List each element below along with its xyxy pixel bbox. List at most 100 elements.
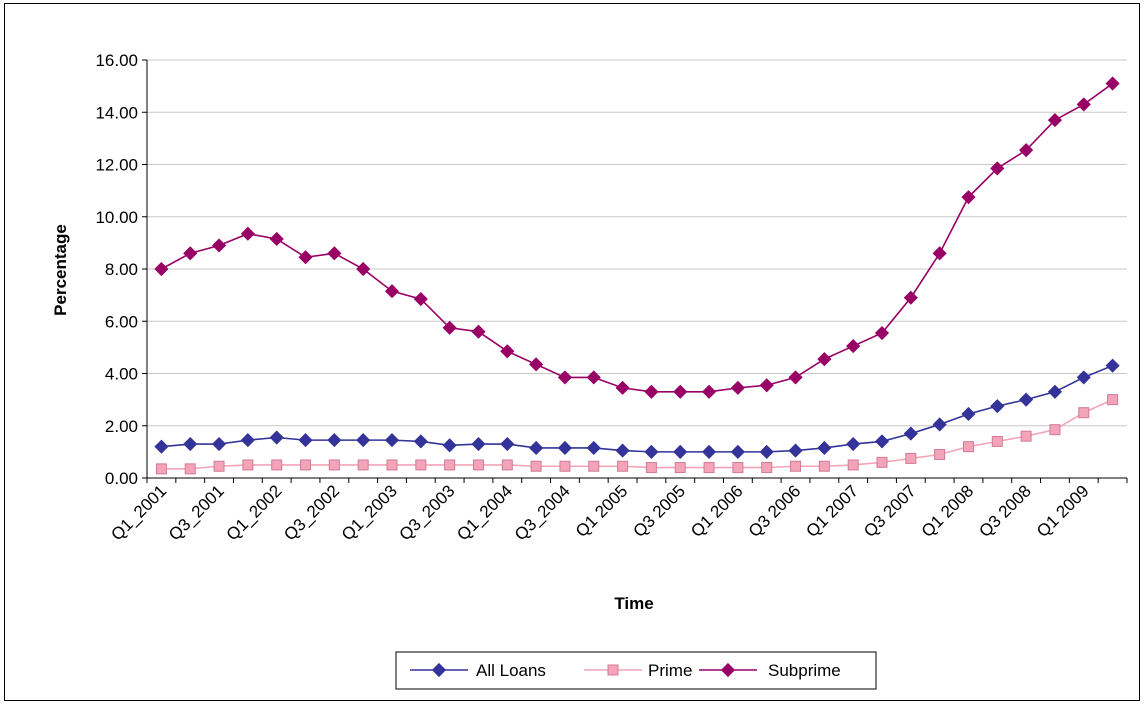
- legend-marker: [720, 662, 736, 678]
- data-point: [846, 339, 861, 354]
- x-tick-label: Q3 2006: [745, 481, 805, 541]
- data-point: [557, 370, 573, 385]
- x-tick-label: Q3 2008: [975, 481, 1035, 541]
- x-tick-label: Q3_2001: [165, 481, 228, 544]
- data-point: [991, 435, 1003, 447]
- data-point: [644, 384, 659, 399]
- data-point: [846, 436, 861, 452]
- data-point: [732, 462, 744, 474]
- x-tick-label: Q1 2005: [572, 481, 632, 541]
- data-point: [645, 462, 657, 474]
- data-point: [413, 291, 428, 307]
- x-tick-label: Q1 2008: [918, 481, 978, 541]
- data-point: [213, 460, 225, 472]
- x-tick-label: Q3_2004: [511, 481, 574, 544]
- data-point: [530, 460, 542, 472]
- data-point: [356, 261, 371, 277]
- data-point: [328, 459, 340, 471]
- data-point: [357, 459, 369, 471]
- data-point: [701, 444, 717, 459]
- data-point: [184, 463, 196, 475]
- data-point: [154, 261, 169, 277]
- data-point: [269, 231, 284, 247]
- x-tick-label: Q3_2003: [396, 481, 459, 544]
- series-subprime: [154, 76, 1120, 399]
- data-point: [788, 370, 803, 385]
- x-axis-title: Time: [614, 594, 653, 613]
- data-point: [240, 226, 255, 241]
- data-point: [327, 246, 342, 261]
- data-point: [559, 460, 571, 472]
- data-point: [644, 444, 659, 459]
- data-point: [529, 357, 544, 372]
- data-point: [1105, 358, 1120, 373]
- data-point: [847, 459, 859, 471]
- data-point: [759, 444, 774, 459]
- data-point: [472, 459, 484, 471]
- legend-label: Subprime: [768, 661, 841, 680]
- y-tick-label: 14.00: [95, 103, 138, 122]
- data-point: [586, 440, 601, 456]
- data-point: [903, 426, 918, 441]
- data-point: [990, 161, 1005, 176]
- data-point: [674, 462, 686, 474]
- y-tick-label: 10.00: [95, 208, 138, 227]
- data-point: [415, 459, 427, 471]
- legend-item: All Loans: [410, 661, 546, 680]
- data-point: [961, 406, 976, 422]
- data-point: [327, 433, 342, 448]
- data-point: [903, 290, 918, 305]
- data-point: [817, 352, 832, 367]
- data-point: [471, 436, 486, 452]
- x-tick-label: Q1 2007: [802, 481, 862, 541]
- data-point: [298, 250, 313, 265]
- data-point: [1076, 97, 1091, 112]
- y-tick-label: 6.00: [105, 312, 138, 331]
- x-tick-label: Q3_2002: [280, 481, 343, 544]
- data-point: [529, 440, 544, 456]
- data-point: [271, 459, 283, 471]
- data-point: [1047, 113, 1063, 128]
- data-point: [615, 380, 630, 395]
- data-point: [471, 324, 486, 339]
- data-point: [384, 284, 400, 299]
- data-point: [298, 433, 313, 448]
- data-point: [1105, 76, 1120, 91]
- y-tick-label: 12.00: [95, 156, 138, 175]
- x-tick-label: Q1_2003: [338, 481, 401, 544]
- x-tick-label: Q3 2005: [630, 481, 690, 541]
- legend-label: Prime: [648, 661, 692, 680]
- legend-label: All Loans: [476, 661, 546, 680]
- data-point: [874, 325, 890, 341]
- data-point: [818, 460, 830, 472]
- chart-frame: [4, 3, 1140, 701]
- data-point: [155, 463, 167, 475]
- x-tick-label: Q1 2009: [1033, 481, 1093, 541]
- data-point: [154, 439, 169, 454]
- legend: All Loans Prime Subprime: [395, 651, 877, 690]
- data-point: [876, 456, 888, 468]
- data-point: [386, 459, 398, 471]
- data-point: [444, 459, 456, 471]
- data-point: [242, 459, 254, 471]
- series-line: [161, 398, 1113, 470]
- y-tick-label: 2.00: [105, 417, 138, 436]
- data-point: [211, 238, 227, 253]
- series-prime: [155, 394, 1119, 475]
- gridlines: [147, 59, 1127, 427]
- x-tick-label: Q1_2002: [223, 481, 286, 544]
- data-point: [300, 459, 312, 471]
- data-point: [617, 460, 629, 472]
- y-axis-ticks: 0.00 2.00 4.00 6.00 8.00 10.00 12.00 14.00 16.00: [95, 51, 147, 488]
- axes: [146, 60, 1127, 479]
- data-point: [384, 433, 400, 448]
- data-point: [761, 462, 773, 474]
- data-point: [1107, 394, 1119, 406]
- legend-marker: [607, 664, 619, 676]
- data-point: [586, 370, 601, 385]
- data-point: [788, 443, 803, 458]
- y-axis-title: Percentage: [51, 224, 70, 316]
- data-point: [934, 448, 946, 460]
- x-tick-label: Q3 2007: [860, 481, 920, 541]
